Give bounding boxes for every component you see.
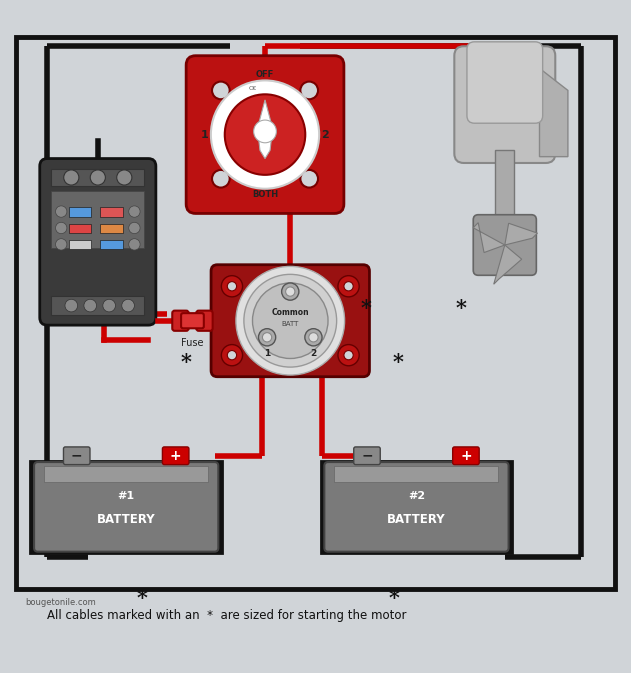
Text: BOTH: BOTH bbox=[252, 190, 278, 199]
Circle shape bbox=[254, 120, 276, 143]
Circle shape bbox=[309, 332, 318, 342]
FancyBboxPatch shape bbox=[211, 264, 370, 377]
FancyBboxPatch shape bbox=[51, 191, 144, 248]
Text: 2: 2 bbox=[322, 130, 329, 139]
Text: 1: 1 bbox=[201, 130, 208, 139]
FancyBboxPatch shape bbox=[100, 223, 123, 233]
Text: #2: #2 bbox=[408, 491, 425, 501]
Circle shape bbox=[286, 287, 295, 296]
Polygon shape bbox=[540, 69, 568, 157]
Polygon shape bbox=[505, 223, 538, 245]
Text: *: * bbox=[360, 298, 372, 318]
Text: −: − bbox=[71, 449, 83, 463]
FancyBboxPatch shape bbox=[495, 150, 514, 223]
Circle shape bbox=[221, 276, 242, 297]
Circle shape bbox=[56, 222, 67, 234]
FancyBboxPatch shape bbox=[467, 42, 543, 123]
Circle shape bbox=[129, 206, 140, 217]
FancyBboxPatch shape bbox=[100, 240, 123, 250]
Text: C€: C€ bbox=[248, 85, 257, 91]
Circle shape bbox=[64, 170, 79, 185]
Circle shape bbox=[65, 299, 78, 312]
Text: 1: 1 bbox=[264, 349, 270, 358]
Circle shape bbox=[262, 332, 272, 342]
Circle shape bbox=[90, 170, 105, 185]
Circle shape bbox=[300, 81, 318, 99]
FancyBboxPatch shape bbox=[40, 159, 156, 325]
Circle shape bbox=[117, 170, 132, 185]
Circle shape bbox=[103, 299, 115, 312]
Circle shape bbox=[221, 345, 242, 366]
Circle shape bbox=[129, 239, 140, 250]
Circle shape bbox=[122, 299, 134, 312]
FancyBboxPatch shape bbox=[44, 466, 208, 482]
FancyBboxPatch shape bbox=[452, 447, 479, 464]
Text: Fuse: Fuse bbox=[181, 339, 204, 349]
Text: 2: 2 bbox=[310, 349, 317, 358]
Circle shape bbox=[225, 94, 305, 175]
Circle shape bbox=[236, 267, 345, 375]
Text: *: * bbox=[455, 298, 466, 318]
FancyBboxPatch shape bbox=[51, 296, 144, 315]
FancyBboxPatch shape bbox=[196, 311, 213, 331]
Circle shape bbox=[300, 170, 318, 188]
Circle shape bbox=[227, 351, 237, 360]
Text: OFF: OFF bbox=[256, 71, 274, 79]
FancyBboxPatch shape bbox=[162, 447, 189, 464]
Text: #1: #1 bbox=[117, 491, 135, 501]
FancyBboxPatch shape bbox=[321, 461, 512, 553]
Circle shape bbox=[129, 222, 140, 234]
FancyBboxPatch shape bbox=[51, 169, 144, 186]
Text: *: * bbox=[136, 588, 148, 608]
Text: BATT: BATT bbox=[281, 321, 299, 327]
FancyBboxPatch shape bbox=[69, 207, 91, 217]
Text: BATTERY: BATTERY bbox=[387, 513, 445, 526]
FancyBboxPatch shape bbox=[181, 313, 204, 328]
Text: *: * bbox=[180, 352, 192, 371]
Circle shape bbox=[212, 81, 230, 99]
Circle shape bbox=[281, 283, 299, 300]
Polygon shape bbox=[257, 100, 273, 159]
FancyBboxPatch shape bbox=[473, 215, 536, 275]
Text: −: − bbox=[361, 449, 373, 463]
FancyBboxPatch shape bbox=[30, 461, 222, 553]
FancyBboxPatch shape bbox=[69, 223, 91, 233]
Polygon shape bbox=[473, 223, 505, 252]
Circle shape bbox=[252, 283, 328, 359]
FancyBboxPatch shape bbox=[100, 207, 123, 217]
Text: Common: Common bbox=[271, 308, 309, 317]
FancyBboxPatch shape bbox=[354, 447, 380, 464]
Text: bougetonile.com: bougetonile.com bbox=[25, 598, 96, 607]
FancyBboxPatch shape bbox=[69, 240, 91, 250]
Circle shape bbox=[338, 345, 359, 366]
FancyBboxPatch shape bbox=[172, 311, 189, 331]
Circle shape bbox=[338, 276, 359, 297]
Circle shape bbox=[84, 299, 97, 312]
FancyBboxPatch shape bbox=[186, 56, 344, 213]
FancyBboxPatch shape bbox=[16, 37, 615, 589]
Text: BATTERY: BATTERY bbox=[97, 513, 155, 526]
Circle shape bbox=[344, 351, 353, 360]
Circle shape bbox=[56, 239, 67, 250]
Polygon shape bbox=[493, 245, 522, 284]
FancyBboxPatch shape bbox=[454, 46, 555, 163]
Text: *: * bbox=[392, 352, 403, 371]
Circle shape bbox=[227, 281, 237, 291]
Circle shape bbox=[212, 170, 230, 188]
FancyBboxPatch shape bbox=[324, 462, 509, 552]
Circle shape bbox=[211, 81, 319, 188]
Text: *: * bbox=[389, 588, 400, 608]
Circle shape bbox=[244, 275, 337, 367]
Text: +: + bbox=[460, 449, 472, 463]
FancyBboxPatch shape bbox=[64, 447, 90, 464]
Circle shape bbox=[305, 328, 322, 346]
Circle shape bbox=[259, 328, 276, 346]
Text: +: + bbox=[170, 449, 182, 463]
FancyBboxPatch shape bbox=[334, 466, 498, 482]
FancyBboxPatch shape bbox=[34, 462, 218, 552]
Text: All cables marked with an  *  are sized for starting the motor: All cables marked with an * are sized fo… bbox=[47, 609, 407, 622]
Circle shape bbox=[344, 281, 353, 291]
Circle shape bbox=[56, 206, 67, 217]
